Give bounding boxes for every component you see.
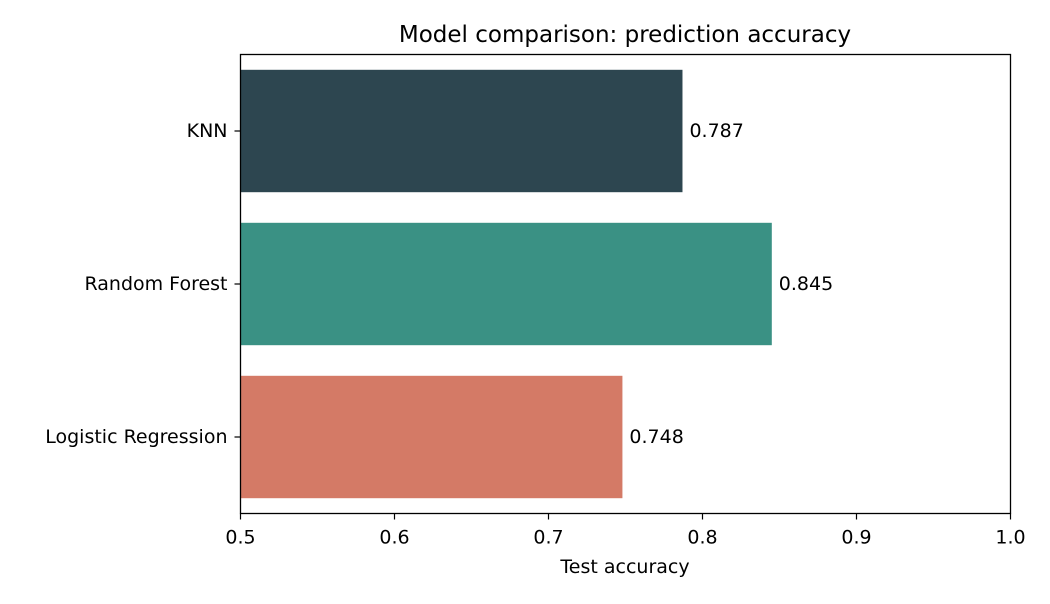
x-tick-label: 0.5: [225, 527, 255, 549]
value-label: 0.748: [629, 426, 683, 448]
x-tick-label: 0.8: [687, 527, 717, 549]
chart-title: Model comparison: prediction accuracy: [399, 22, 851, 48]
bar-random-forest: [240, 222, 772, 346]
x-axis: 0.5 0.6 0.7 0.8 0.9 1.0: [225, 513, 1026, 549]
bar-knn: [240, 69, 683, 193]
x-tick-label: 0.9: [841, 527, 871, 549]
value-label: 0.787: [689, 120, 743, 142]
value-labels-layer: 0.787 0.845 0.748: [629, 120, 833, 448]
value-label: 0.845: [779, 273, 833, 295]
bar-logistic-regression: [240, 375, 623, 499]
x-tick-label: 0.7: [533, 527, 563, 549]
y-tick-label: KNN: [187, 120, 228, 142]
x-tick-label: 0.6: [379, 527, 409, 549]
y-tick-label: Logistic Regression: [45, 426, 227, 448]
bars-layer: [240, 69, 772, 499]
x-axis-label: Test accuracy: [559, 556, 689, 578]
x-tick-label: 1.0: [995, 527, 1025, 549]
y-axis: KNN Random Forest Logistic Regression: [45, 120, 241, 448]
plot-frame: [239, 53, 1012, 515]
y-tick-label: Random Forest: [84, 273, 227, 295]
